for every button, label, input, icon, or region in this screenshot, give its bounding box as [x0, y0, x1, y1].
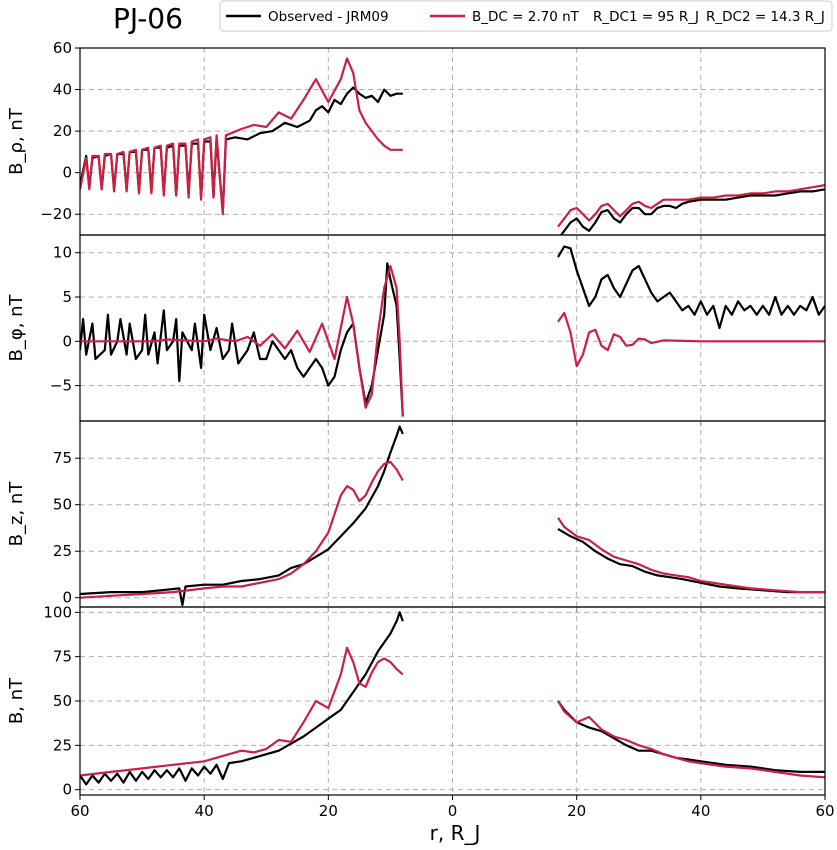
y-tick-label: 75 — [53, 648, 72, 666]
y-tick-label: −20 — [40, 205, 72, 223]
panel-2: −5 0 5 10 B_φ, nT — [6, 234, 826, 426]
panels: −20 0 20 40 60 B_ρ, nT −5 0 5 10 B_φ, nT 0 25 50 75 B_z… — [6, 39, 835, 820]
series-line-observed — [559, 188, 825, 235]
y-tick-label: 0 — [62, 781, 72, 799]
y-tick-label: 0 — [62, 589, 72, 607]
x-tick-label: 20 — [319, 802, 338, 820]
series-line-observed — [80, 86, 403, 214]
y-tick-label: 25 — [53, 542, 72, 560]
y-tick-label: 10 — [53, 244, 72, 262]
series-line-model — [80, 646, 404, 777]
x-tick-label: 60 — [70, 802, 89, 820]
x-tick-label: 20 — [567, 802, 586, 820]
panel-4: 0 25 50 75 100 B, nT — [6, 603, 826, 800]
y-tick-label: 5 — [62, 288, 72, 306]
y-tick-label: 60 — [53, 39, 72, 57]
y-tick-label: 75 — [53, 449, 72, 467]
legend-model-rdc1: R_DC1 = 95 R_J — [593, 9, 699, 25]
series-line-model — [80, 57, 403, 216]
legend: Observed - JRM09 B_DC = 2.70 nT R_DC1 = … — [219, 0, 833, 32]
series-line-observed — [80, 262, 404, 417]
y-axis-label: B_ρ, nT — [6, 107, 27, 175]
x-tick-label: 60 — [815, 802, 834, 820]
y-tick-label: 0 — [62, 164, 72, 182]
x-tick-label: 40 — [691, 802, 710, 820]
panel-3: 0 25 50 75 B_z, nT — [6, 420, 826, 612]
series-line-observed — [557, 245, 825, 330]
y-tick-label: 50 — [53, 692, 72, 710]
panel-series — [80, 425, 825, 607]
panel-series — [80, 57, 825, 235]
x-tick-label: 0 — [448, 802, 458, 820]
legend-model-bdc: B_DC = 2.70 nT — [472, 9, 580, 25]
panel-series — [80, 611, 825, 786]
legend-model-rdc2: R_DC2 = 14.3 R_J — [706, 9, 825, 25]
series-line-model — [80, 264, 404, 417]
y-tick-label: 100 — [43, 603, 72, 621]
chart-title: PJ-06 — [113, 2, 183, 35]
y-tick-label: 0 — [62, 332, 72, 350]
y-axis-label: B_z, nT — [6, 481, 27, 547]
series-line-model — [557, 517, 825, 594]
y-tick-label: 20 — [53, 122, 72, 140]
y-tick-label: 25 — [53, 736, 72, 754]
series-line-model — [557, 311, 825, 368]
y-tick-label: 40 — [53, 81, 72, 99]
panel-series — [80, 245, 825, 417]
series-line-observed — [80, 611, 404, 786]
y-axis-label: B, nT — [6, 677, 27, 724]
series-line-observed — [80, 425, 404, 607]
y-axis-label: B_φ, nT — [6, 293, 27, 361]
series-line-model — [557, 184, 825, 228]
y-tick-label: 50 — [53, 496, 72, 514]
series-line-model — [557, 700, 825, 779]
legend-frame — [219, 0, 833, 32]
series-line-observed — [557, 527, 825, 594]
legend-observed-label: Observed - JRM09 — [268, 9, 389, 25]
panel-1: −20 0 20 40 60 B_ρ, nT — [6, 39, 826, 240]
series-line-model — [80, 460, 404, 599]
y-tick-label: −5 — [50, 377, 72, 395]
x-axis-label: r, R_J — [430, 821, 481, 845]
x-tick-label: 40 — [195, 802, 214, 820]
